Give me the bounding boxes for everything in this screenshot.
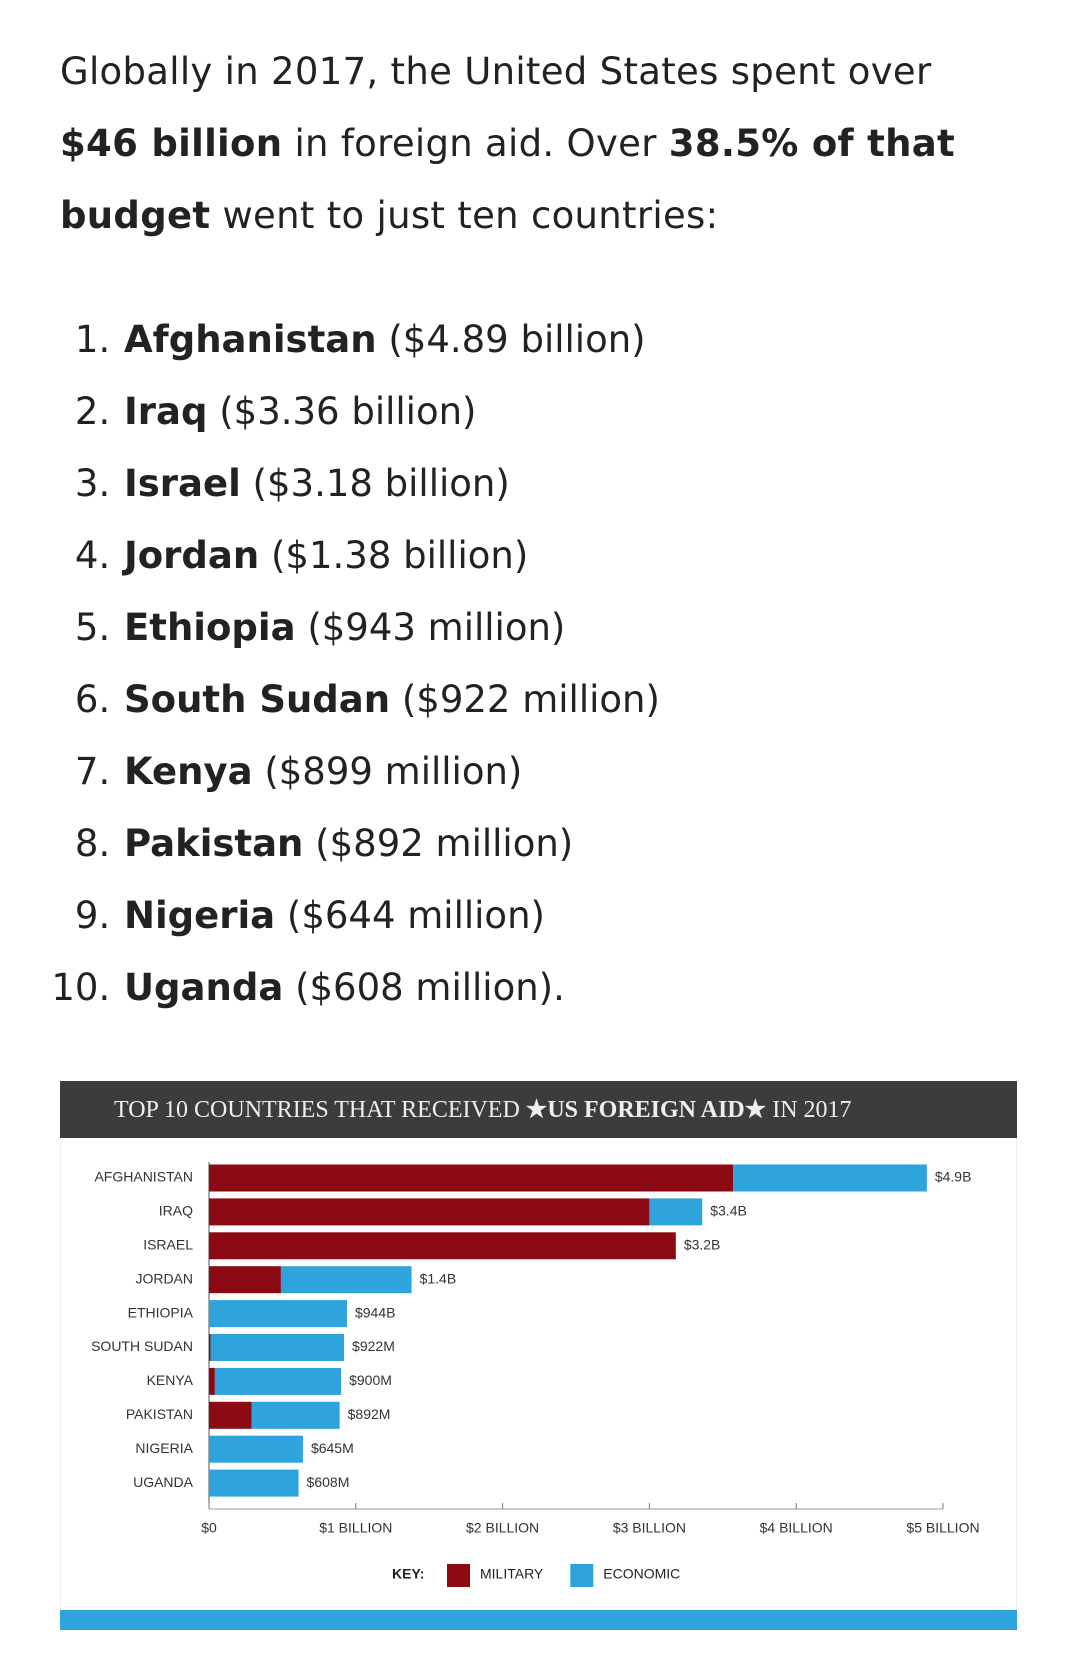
category-label: PAKISTAN <box>126 1406 193 1422</box>
x-tick-label: $2 BILLION <box>466 1520 539 1536</box>
amount: ($644 million) <box>286 894 545 937</box>
country-name: Jordan <box>124 534 260 577</box>
text: went to just ten countries: <box>210 194 719 237</box>
category-label: NIGERIA <box>135 1440 193 1456</box>
total-label: $944B <box>355 1304 395 1320</box>
bar-segment <box>209 1435 303 1463</box>
total-label: $608M <box>307 1474 350 1490</box>
list-item: Kenya ($899 million) <box>122 736 1022 808</box>
amount: ($4.89 billion) <box>388 318 646 361</box>
legend-label: MILITARY <box>480 1566 544 1582</box>
category-label: ETHIOPIA <box>128 1304 194 1320</box>
bar-segment <box>209 1367 215 1395</box>
list-item: Uganda ($608 million). <box>122 952 1022 1024</box>
list-item: Iraq ($3.36 billion) <box>122 376 1022 448</box>
total-label: $4.9B <box>935 1169 972 1185</box>
bar-segment <box>280 1266 412 1294</box>
category-label: JORDAN <box>135 1270 193 1286</box>
total-label: $1.4B <box>420 1270 457 1286</box>
chart-header <box>60 1081 1017 1138</box>
amount: ($1.38 billion) <box>271 534 529 577</box>
legend-label: ECONOMIC <box>603 1566 680 1582</box>
x-tick-label: $5 BILLION <box>906 1520 979 1536</box>
bar-segment <box>251 1401 340 1429</box>
total-label: $645M <box>311 1440 354 1456</box>
intro-paragraph: Globally in 2017, the United States spen… <box>60 36 1020 252</box>
category-label: SOUTH SUDAN <box>91 1338 193 1354</box>
bar-segment <box>209 1334 211 1361</box>
country-name: South Sudan <box>124 678 391 721</box>
legend-swatch <box>570 1564 594 1587</box>
text: Globally in 2017, the United States spen… <box>60 50 932 93</box>
category-label: ISRAEL <box>143 1237 193 1253</box>
x-tick-label: $3 BILLION <box>613 1520 686 1536</box>
bar-segment <box>209 1232 676 1260</box>
amount: ($892 million) <box>315 822 574 865</box>
amount: ($943 million) <box>307 606 566 649</box>
country-name: Pakistan <box>124 822 304 865</box>
x-tick-label: $1 BILLION <box>319 1520 392 1536</box>
list-item: Jordan ($1.38 billion) <box>122 520 1022 592</box>
bold-text: 38.5% of that budget <box>60 122 956 237</box>
country-name: Nigeria <box>124 894 276 937</box>
country-name: Afghanistan <box>124 318 377 361</box>
bar-segment <box>649 1198 703 1226</box>
x-tick-label: $0 <box>201 1520 217 1536</box>
bar-segment <box>209 1266 281 1294</box>
amount: ($899 million) <box>264 750 523 793</box>
list-item: Israel ($3.18 billion) <box>122 448 1022 520</box>
bar-segment <box>209 1469 299 1497</box>
bar-segment <box>209 1164 734 1192</box>
list-item: Ethiopia ($943 million) <box>122 592 1022 664</box>
chart: TOP 10 COUNTRIES THAT RECEIVED ★US FOREI… <box>60 1081 1017 1630</box>
bar-segment <box>210 1334 345 1361</box>
country-name: Uganda <box>124 966 284 1009</box>
legend-swatch <box>447 1564 470 1587</box>
amount: ($922 million) <box>401 678 660 721</box>
category-label: IRAQ <box>159 1203 193 1219</box>
country-name: Iraq <box>124 390 208 433</box>
title-part: ★US FOREIGN AID★ <box>526 1097 767 1123</box>
bar-segment <box>214 1367 342 1395</box>
list-item: Pakistan ($892 million) <box>122 808 1022 880</box>
country-name: Kenya <box>124 750 253 793</box>
bar-segment <box>209 1300 347 1328</box>
list-item: Afghanistan ($4.89 billion) <box>122 304 1022 376</box>
total-label: $3.4B <box>710 1203 747 1219</box>
total-label: $900M <box>349 1372 392 1388</box>
category-label: UGANDA <box>133 1474 194 1490</box>
country-name: Israel <box>124 462 241 505</box>
title-part: IN 2017 <box>766 1097 851 1123</box>
amount: ($608 million). <box>295 966 565 1009</box>
country-name: Ethiopia <box>124 606 296 649</box>
title-part: TOP 10 COUNTRIES THAT RECEIVED <box>114 1097 526 1123</box>
legend-title: KEY: <box>392 1566 424 1582</box>
list-item: South Sudan ($922 million) <box>122 664 1022 736</box>
footer-strip <box>60 1610 1017 1630</box>
bold-text: $46 billion <box>60 122 283 165</box>
category-label: KENYA <box>147 1372 194 1388</box>
total-label: $922M <box>352 1338 395 1354</box>
amount: ($3.36 billion) <box>219 390 477 433</box>
bar-segment <box>209 1198 650 1226</box>
list-item: Nigeria ($644 million) <box>122 880 1022 952</box>
bar-segment <box>209 1401 252 1429</box>
country-list: Afghanistan ($4.89 billion)Iraq ($3.36 b… <box>60 304 1022 1024</box>
category-label: AFGHANISTAN <box>94 1169 193 1185</box>
chart-frame <box>60 1081 1017 1630</box>
amount: ($3.18 billion) <box>252 462 510 505</box>
x-tick-label: $4 BILLION <box>760 1520 833 1536</box>
bar-segment <box>733 1164 927 1192</box>
total-label: $892M <box>348 1406 391 1422</box>
text: in foreign aid. Over <box>282 122 669 165</box>
total-label: $3.2B <box>684 1237 721 1253</box>
chart-title: TOP 10 COUNTRIES THAT RECEIVED ★US FOREI… <box>114 1097 852 1123</box>
